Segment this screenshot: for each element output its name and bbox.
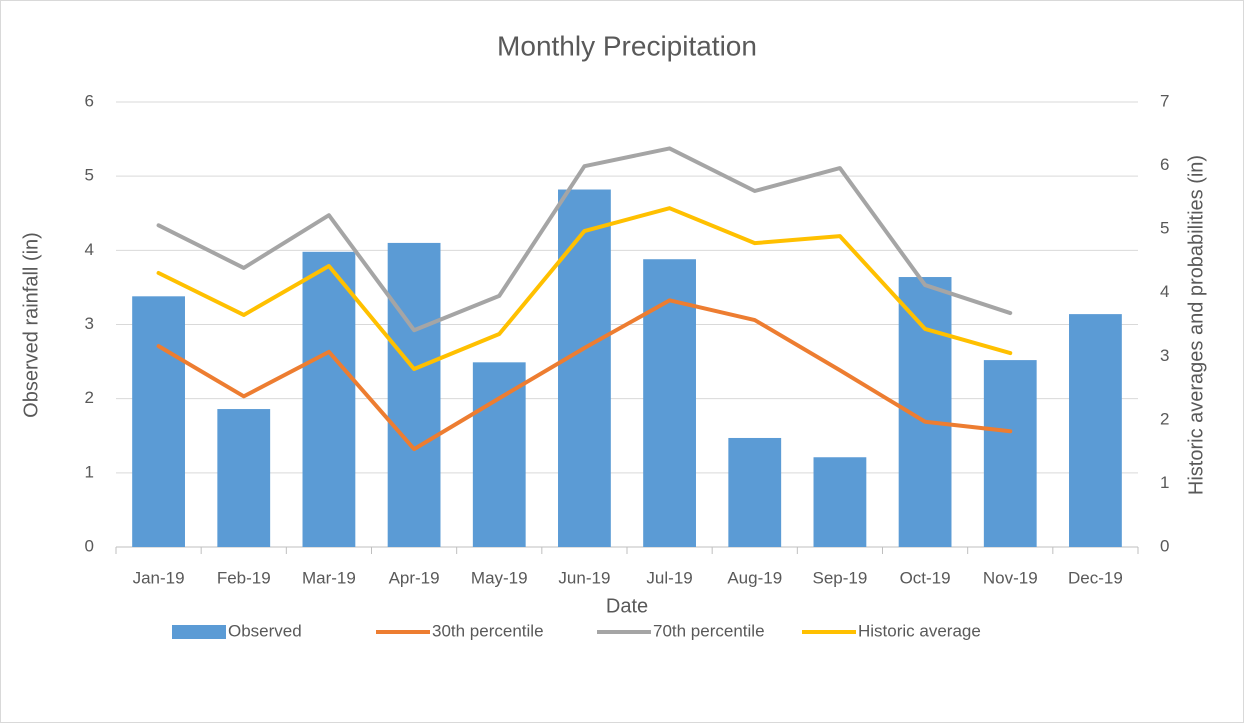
y2-tick-label: 4 — [1160, 282, 1169, 301]
bar — [217, 409, 271, 547]
x-tick-label: Oct-19 — [900, 568, 951, 587]
x-tick-label: May-19 — [471, 568, 528, 587]
bar — [813, 457, 867, 547]
y-axis-title: Observed rainfall (in) — [20, 232, 42, 418]
y-tick-label: 1 — [85, 462, 94, 481]
line — [156, 206, 1013, 371]
x-tick-label: Nov-19 — [983, 568, 1038, 587]
y2-tick-label: 7 — [1160, 91, 1169, 110]
x-tick-label: Sep-19 — [813, 568, 868, 587]
y2-axis-title: Historic averages and probabilities (in) — [1185, 155, 1207, 495]
y-tick-label: 2 — [85, 388, 94, 407]
chart-title: Monthly Precipitation — [497, 30, 757, 61]
bar — [472, 362, 526, 547]
y-tick-label: 3 — [85, 314, 94, 333]
bar — [387, 242, 441, 547]
legend-swatch — [172, 625, 226, 639]
x-tick-label: Aug-19 — [727, 568, 782, 587]
x-tick-label: Apr-19 — [389, 568, 440, 587]
y-tick-label: 5 — [85, 166, 94, 185]
y2-tick-label: 0 — [1160, 536, 1169, 555]
x-tick-label: Dec-19 — [1068, 568, 1123, 587]
line — [156, 298, 1013, 452]
line — [156, 146, 1013, 333]
x-tick-label: Jul-19 — [646, 568, 692, 587]
y2-tick-label: 1 — [1160, 473, 1169, 492]
bar — [132, 296, 185, 547]
x-tick-label: Jun-19 — [558, 568, 610, 587]
x-axis-title: Date — [606, 595, 648, 617]
bar — [643, 259, 696, 547]
y-tick-label: 0 — [85, 536, 94, 555]
y-tick-label: 4 — [85, 240, 94, 259]
y2-tick-label: 6 — [1160, 155, 1169, 174]
bar — [1069, 314, 1122, 547]
bar — [558, 189, 611, 547]
x-tick-label: Jan-19 — [133, 568, 185, 587]
y2-tick-label: 5 — [1160, 219, 1169, 238]
legend-label: 70th percentile — [653, 621, 765, 640]
y2-tick-label: 3 — [1160, 346, 1169, 365]
x-tick-label: Feb-19 — [217, 568, 271, 587]
x-tick-label: Mar-19 — [302, 568, 356, 587]
y2-tick-label: 2 — [1160, 409, 1169, 428]
legend-label: Historic average — [858, 621, 981, 640]
y-tick-label: 6 — [85, 91, 94, 110]
bar — [983, 360, 1037, 547]
legend-label: Observed — [228, 621, 302, 640]
bar — [728, 437, 782, 547]
legend-label: 30th percentile — [432, 621, 544, 640]
bar — [302, 251, 356, 548]
